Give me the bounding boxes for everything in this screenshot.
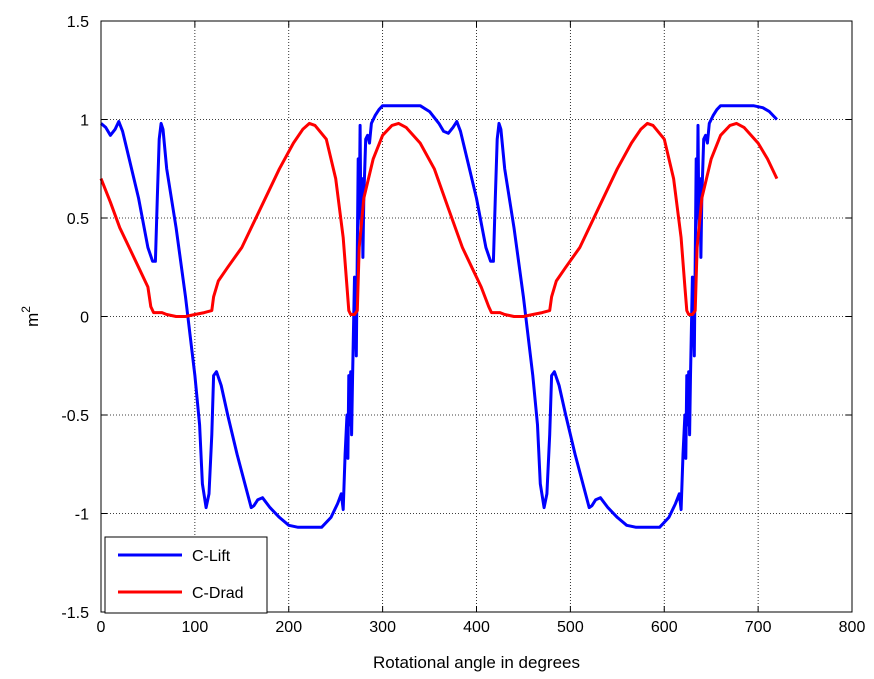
series-line-c-drad <box>99 121 779 318</box>
x-axis-ticks: 0 100 200 300 400 500 600 700 800 <box>97 21 866 636</box>
y-tick-label: 0.5 <box>67 211 89 228</box>
x-tick-label: 0 <box>97 619 106 636</box>
grid <box>101 21 852 612</box>
x-tick-label: 700 <box>745 619 772 636</box>
y-tick-label: -1.5 <box>61 605 89 622</box>
y-tick-label: -0.5 <box>61 408 89 425</box>
series-group <box>99 104 779 529</box>
series-line-c-lift <box>100 104 778 529</box>
x-tick-label: 600 <box>651 619 678 636</box>
x-tick-label: 500 <box>557 619 584 636</box>
legend: C-Lift C-Drad <box>104 536 268 614</box>
x-tick-label: 400 <box>463 619 490 636</box>
y-axis-label-base: m <box>23 313 42 327</box>
y-axis-label-superscript: 2 <box>19 306 33 313</box>
y-tick-label: 1 <box>80 113 89 130</box>
plot-area-frame <box>100 20 853 613</box>
y-axis-label: m2 <box>19 306 42 327</box>
legend-box <box>104 536 268 614</box>
y-tick-label: 0 <box>80 310 89 327</box>
x-tick-label: 200 <box>275 619 302 636</box>
x-tick-label: 800 <box>839 619 866 636</box>
y-tick-label: 1.5 <box>67 14 89 31</box>
x-tick-label: 300 <box>369 619 396 636</box>
legend-label-c-lift: C-Lift <box>192 548 231 565</box>
x-tick-label: 100 <box>182 619 209 636</box>
y-tick-label: -1 <box>75 507 89 524</box>
y-axis-ticks: -1.5 -1 -0.5 0 0.5 1 1.5 <box>61 14 852 622</box>
legend-label-c-drad: C-Drad <box>192 585 244 602</box>
x-axis-label: Rotational angle in degrees <box>373 653 580 672</box>
